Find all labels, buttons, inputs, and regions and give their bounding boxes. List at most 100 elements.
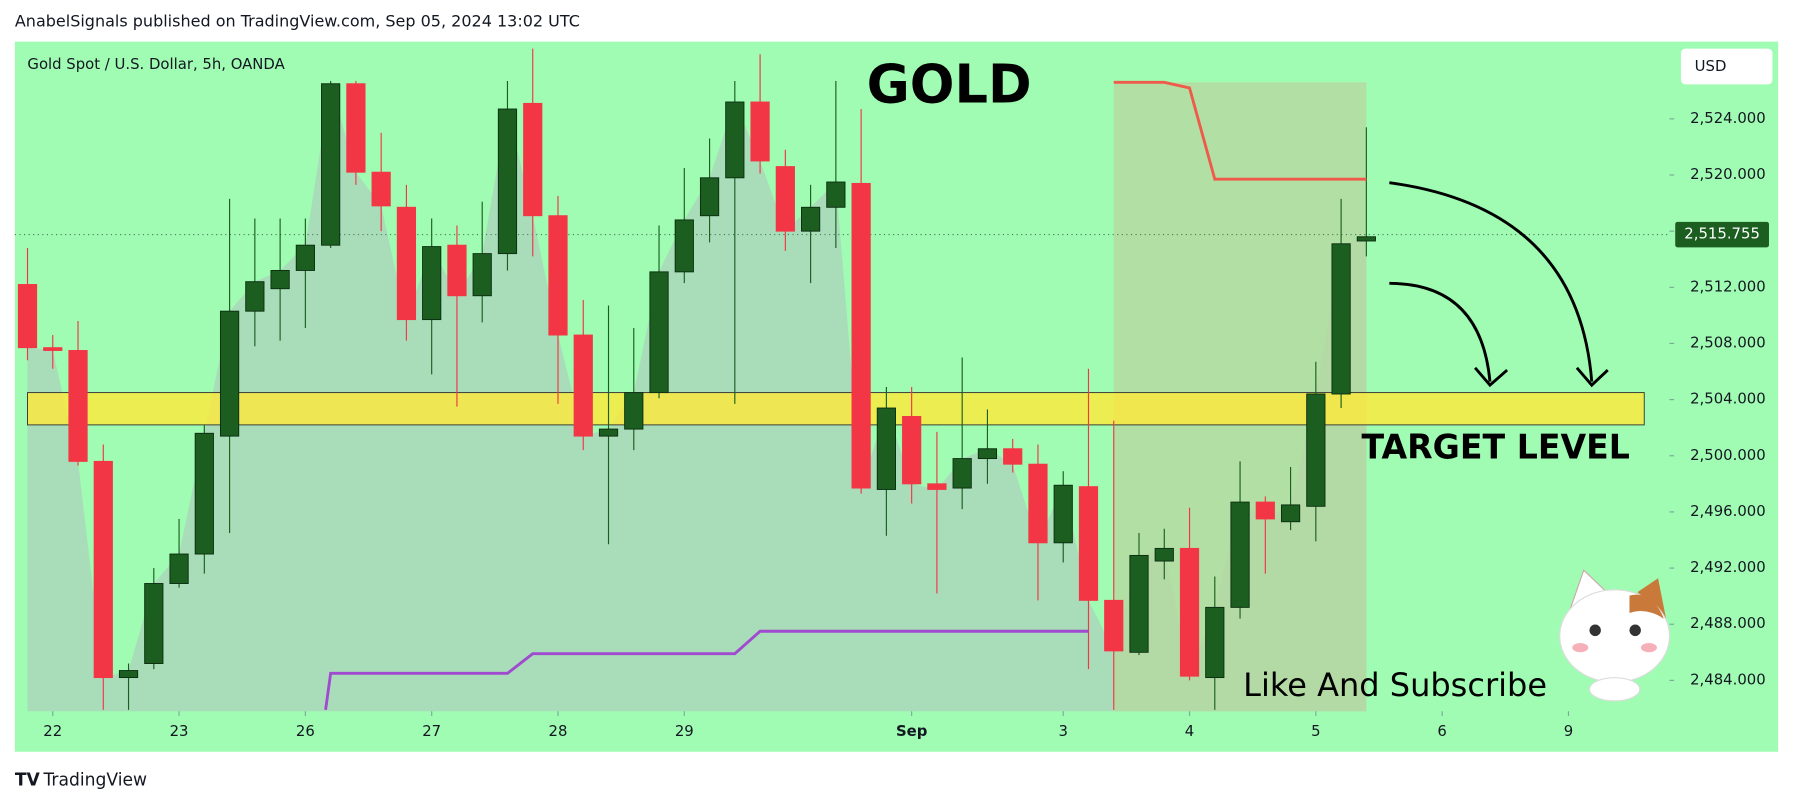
arrow [1389,281,1492,382]
candle-body [68,350,88,462]
candle-body [1104,599,1124,652]
candle-body [725,101,745,179]
last-price-tag [1675,221,1769,248]
candle-body [1028,463,1048,544]
x-tick-label: 4 [1185,722,1194,740]
x-tick-label: 23 [170,722,189,740]
footer: TradingView [42,771,147,791]
x-tick-label: 5 [1311,722,1320,740]
candle-body [295,244,315,271]
candle-body [851,182,871,489]
candle-body [876,407,896,490]
indicator-line [1113,80,1367,181]
x-tick-label: 28 [549,722,568,740]
candle-body [270,269,290,290]
candle-body [194,432,214,555]
candle-body [93,460,113,679]
y-tick-label: 2,524.000 [1690,109,1766,127]
candle-body [144,583,164,664]
plot [14,48,1670,712]
x-tick-label: 27 [422,722,441,740]
candle-body [826,181,846,208]
candle-body [573,334,593,437]
candle-body [1154,547,1174,562]
candle-body [1331,243,1351,395]
candle-body [801,206,821,232]
candle-body [422,246,442,321]
currency: USD [1695,57,1727,75]
y-tick-label: 2,512.000 [1690,277,1766,295]
candle-body [1179,547,1200,677]
y-tick-label: 2,508.000 [1690,333,1766,351]
arrow [1389,181,1594,382]
candle-body [43,347,63,351]
y-tick-label: 2,504.000 [1690,390,1766,408]
candle-body [699,177,720,217]
arrows [1389,181,1609,388]
candle-body [118,670,139,679]
cat-eye [1589,624,1601,637]
candle-body [523,102,543,217]
candle-body [245,281,265,312]
candle-body [472,253,492,297]
candle-body [17,284,38,349]
y-tick-label: 2,484.000 [1690,670,1766,688]
candle-body [1129,554,1149,653]
cat-eye [1629,624,1641,637]
y-tick-label: 2,520.000 [1690,165,1766,183]
candle-body [1053,484,1073,544]
annotation: Like And Subscribe [1243,666,1547,704]
candle-body [1255,501,1275,520]
cat-cheek [1572,643,1589,653]
candle-body [927,483,947,490]
x-tick-label: Sep [896,722,928,740]
candle-body [952,458,972,489]
candle-body [1280,504,1301,523]
y-tick-label: 2,496.000 [1690,502,1766,520]
symbol: Gold Spot / U.S. Dollar, 5h, OANDA [27,55,285,73]
candle-body [396,206,417,321]
candle-body [1306,393,1326,507]
candle-body [346,83,366,173]
candle-body [371,171,391,207]
candle-body [219,310,240,437]
indicator-line [324,629,1089,711]
x-tick-label: 22 [43,722,62,740]
candle-body [977,448,998,460]
candle-body [1230,501,1250,608]
last-price-label: 2,515.755 [1684,225,1760,243]
candle-body [674,219,694,273]
candle-body [750,101,770,162]
cat-patch [1629,594,1664,619]
x-tick-label: 26 [296,722,315,740]
title: GOLD [867,54,1032,115]
arrow-head [1474,366,1509,388]
x-tick-label: 9 [1564,722,1573,740]
y-tick-label: 2,488.000 [1690,614,1766,632]
candle-body [1205,606,1225,679]
candle-body [902,415,922,485]
cat-body [1588,677,1641,702]
candle-body [447,244,467,297]
candle-body [598,428,619,437]
x-tick-label: 6 [1437,722,1446,740]
candle-body [169,553,189,584]
x-tick-label: 3 [1058,722,1067,740]
arrow-head [1575,366,1609,388]
candle-body [321,83,341,246]
y-tick-label: 2,492.000 [1690,558,1766,576]
currency-box [1680,48,1773,85]
target-zone [27,392,1645,426]
candle-body [1078,486,1099,601]
candle-body [624,392,644,430]
cat [1559,569,1671,702]
logo: TV [15,771,41,791]
target-label: TARGET LEVEL [1361,427,1629,466]
candle-body [1003,448,1023,465]
cat-cheek [1640,643,1657,653]
x-tick-label: 29 [675,722,694,740]
header: AnabelSignals published on TradingView.c… [15,11,580,30]
candle-body [497,108,518,255]
